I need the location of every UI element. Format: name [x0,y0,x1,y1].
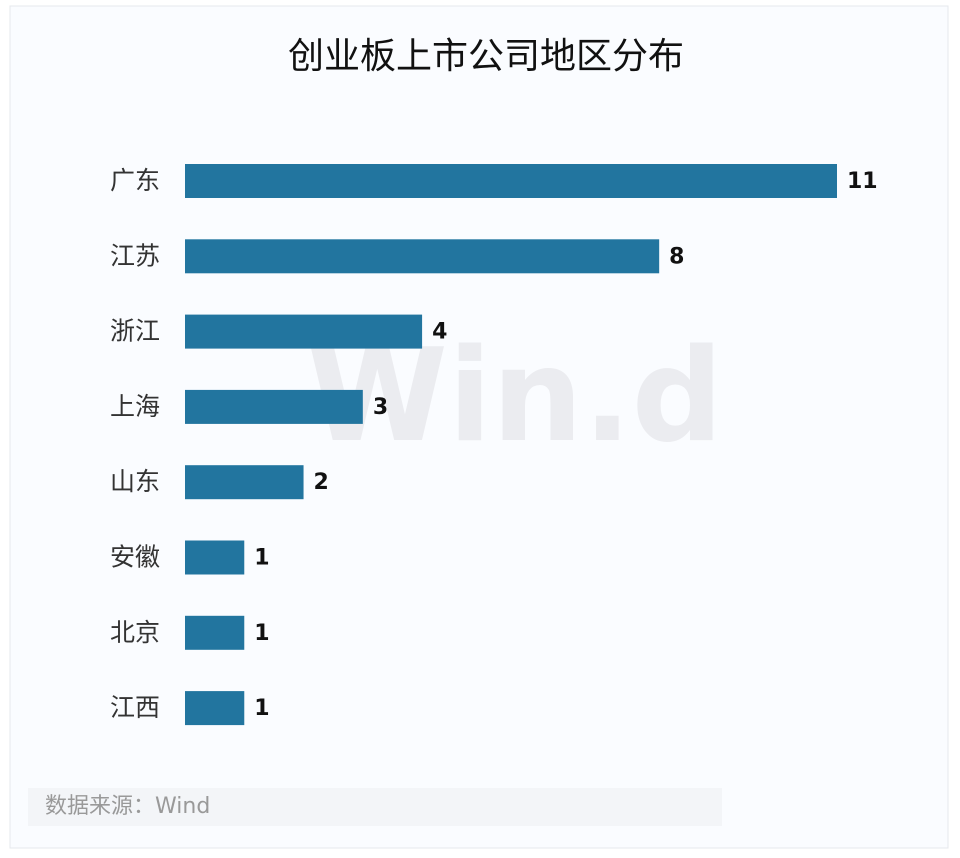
bar [185,164,837,198]
bar [185,691,245,726]
value-label: 8 [669,244,684,269]
chart-title: 创业板上市公司地区分布 [288,36,684,77]
source-box [28,788,722,826]
value-label: 2 [314,470,329,495]
category-label: 江苏 [110,241,160,270]
category-label: 上海 [110,392,160,421]
bar [185,389,363,424]
category-label: 江西 [110,693,160,722]
card [9,5,949,849]
value-label: 1 [254,546,269,571]
category-label: 浙江 [110,317,160,346]
bar [185,465,304,500]
value-label: 1 [254,621,269,646]
bar [185,314,423,349]
source: 数据来源：Wind [45,794,210,819]
bar [185,540,245,575]
category-label: 北京 [110,618,160,647]
value-label: 3 [373,395,388,420]
value-label: 11 [847,169,878,194]
value-label: 1 [254,696,269,721]
value-label: 4 [432,320,447,345]
bar [185,239,660,274]
category-label: 广东 [110,166,160,195]
bars: 广东 11 江苏 8 浙江 4 上海 3 山东 2 安徽 1 北京 1 江西 1 [110,164,878,726]
bar [185,615,245,650]
category-label: 安徽 [110,543,160,572]
category-label: 山东 [110,467,160,496]
